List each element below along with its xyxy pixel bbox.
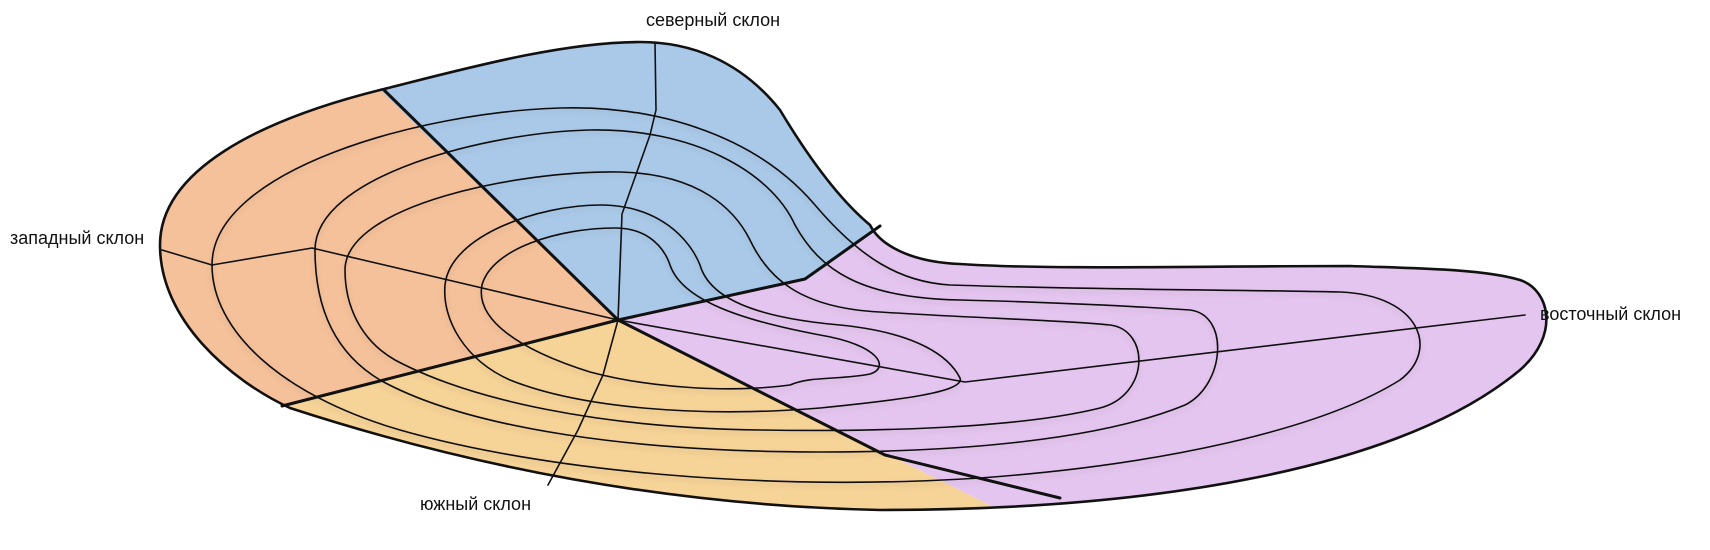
divider-north-east (616, 224, 882, 322)
west-slope-label: западный склон (10, 228, 145, 248)
divider-south-east (616, 318, 1062, 500)
west-slope-region (160, 80, 618, 420)
contour-lines (211, 107, 1421, 484)
north-slope-label: северный склон (646, 10, 781, 30)
contour-line-3 (344, 171, 1140, 432)
contour-line-5 (480, 227, 881, 390)
slope-regions (160, 42, 1547, 510)
slope-spokes (161, 41, 1526, 486)
north-spoke (617, 41, 657, 321)
south-slope-label: южный склон (420, 494, 532, 514)
contour-line-1 (211, 107, 1421, 484)
east-spoke (617, 314, 1526, 383)
contour-line-2 (314, 129, 1219, 453)
hill-outline (158, 40, 1548, 512)
region-dividers (280, 88, 1062, 500)
south-spoke (547, 319, 619, 486)
divider-north-west (382, 88, 620, 322)
divider-south-west (280, 318, 620, 408)
east-slope-label: восточный склон (1540, 304, 1682, 324)
contour-line-4 (443, 204, 961, 413)
west-spoke (161, 247, 619, 321)
